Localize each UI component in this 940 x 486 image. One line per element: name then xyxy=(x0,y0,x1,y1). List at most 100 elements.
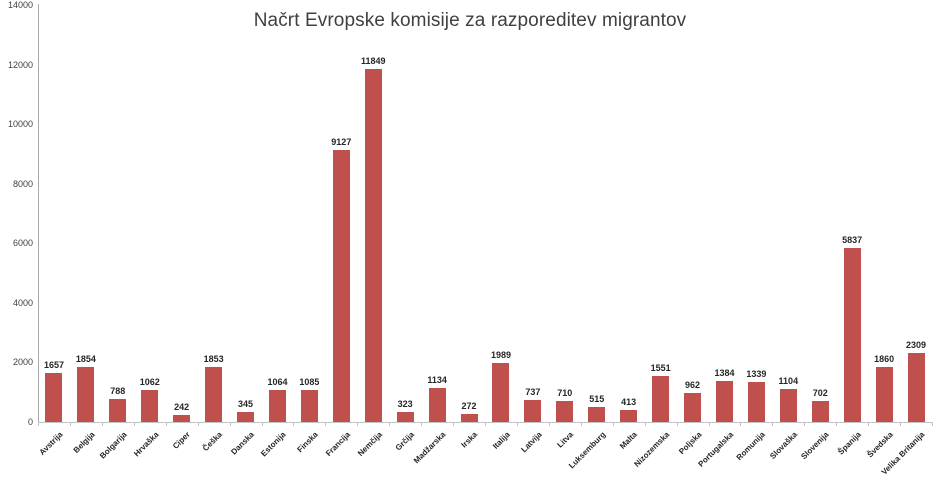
bar-value-label: 1085 xyxy=(299,376,320,387)
x-axis-category-label: Švedska xyxy=(865,430,895,460)
x-axis-category-label: Madžarska xyxy=(412,430,448,466)
bar-value-label: 1989 xyxy=(490,349,511,360)
x-axis-category-label: Ciper xyxy=(171,430,193,451)
bar xyxy=(45,372,63,422)
x-axis-tick-mark xyxy=(548,423,550,426)
bar-value-label: 1134 xyxy=(427,375,447,386)
x-axis-tick-mark xyxy=(389,423,391,426)
bar-value-label: 1062 xyxy=(139,377,160,388)
x-axis-category-label: Bolgarija xyxy=(97,430,129,461)
x-axis-tick-mark xyxy=(101,423,103,426)
bar-value-label: 345 xyxy=(238,398,254,409)
bar xyxy=(652,375,670,422)
bar xyxy=(779,389,797,422)
bar xyxy=(684,393,702,422)
x-axis-tick-mark xyxy=(165,423,167,426)
bar xyxy=(747,382,765,422)
x-axis-category-label: Estonija xyxy=(259,430,288,459)
bar xyxy=(109,398,127,422)
bar-value-label: 702 xyxy=(812,388,828,399)
x-axis-category-label: Belgija xyxy=(71,430,97,455)
x-axis-tick-mark xyxy=(293,423,295,426)
bar-value-label: 1384 xyxy=(714,367,735,378)
bar xyxy=(492,362,510,422)
x-axis-tick-mark xyxy=(644,423,646,426)
x-axis-category-label: Malta xyxy=(618,430,640,451)
x-axis-category-label: Poljska xyxy=(676,430,703,457)
bar-value-label: 1104 xyxy=(778,376,799,387)
x-axis-category-label: Češka xyxy=(200,430,224,454)
bar-value-label: 2309 xyxy=(906,340,927,351)
y-axis-tick-label: 12000 xyxy=(7,59,33,70)
bar xyxy=(524,400,542,422)
x-axis-tick-mark xyxy=(932,423,933,426)
x-axis-category-label: Litva xyxy=(555,430,576,450)
bar-value-label: 1551 xyxy=(650,362,671,373)
chart-title: Načrt Evropske komisije za razporeditev … xyxy=(253,10,687,31)
bar-value-label: 962 xyxy=(685,380,701,391)
y-axis-line xyxy=(38,4,39,423)
x-axis-tick-mark xyxy=(900,423,902,426)
x-axis-tick-mark xyxy=(836,423,838,426)
bar-value-label: 737 xyxy=(525,387,541,398)
x-axis-category-label: Finska xyxy=(295,430,320,455)
bar xyxy=(77,366,95,422)
x-axis-tick-mark xyxy=(229,423,231,426)
bar xyxy=(268,390,286,422)
x-axis-tick-mark xyxy=(868,423,870,426)
bar-value-label: 515 xyxy=(589,393,605,404)
bar xyxy=(141,390,159,422)
x-axis-category-label: Grčija xyxy=(393,430,416,453)
bar xyxy=(332,150,350,422)
x-axis-tick-mark xyxy=(261,423,263,426)
x-axis-category-label: Romunija xyxy=(734,430,767,463)
bar xyxy=(620,409,638,422)
bar-value-label: 272 xyxy=(461,400,477,411)
x-axis-category-label: Irska xyxy=(459,430,480,450)
bar xyxy=(811,401,829,422)
x-axis-category-label: Španija xyxy=(836,430,863,457)
x-axis-category-label: Slovenija xyxy=(799,430,831,462)
y-axis-tick-label: 6000 xyxy=(12,238,33,249)
bar-value-label: 242 xyxy=(174,401,190,412)
x-axis-tick-mark xyxy=(421,423,423,426)
bar xyxy=(588,406,606,422)
bar-value-label: 1854 xyxy=(75,353,96,364)
y-axis-labels: 0 2000 4000 6000 8000 10000 12000 14000 xyxy=(0,0,33,486)
bar-value-label: 323 xyxy=(397,399,413,410)
x-axis-category-label: Nemčija xyxy=(355,430,384,459)
x-axis-tick-mark xyxy=(516,423,518,426)
bar xyxy=(715,380,733,422)
bar xyxy=(556,400,574,422)
bar xyxy=(396,412,414,422)
bar-value-label: 1339 xyxy=(746,369,767,380)
bar-value-label: 11849 xyxy=(360,56,386,67)
y-axis-tick-label: 4000 xyxy=(12,297,33,308)
bar-value-label: 710 xyxy=(557,387,573,398)
x-axis-tick-mark xyxy=(772,423,774,426)
y-axis-tick-label: 8000 xyxy=(12,178,33,189)
x-axis-tick-mark xyxy=(804,423,806,426)
bar xyxy=(173,414,191,422)
x-axis-category-label: Slovaška xyxy=(767,430,799,461)
bar-value-label: 5837 xyxy=(842,235,863,246)
y-axis-tick-label: 0 xyxy=(27,417,33,427)
x-axis-tick-mark xyxy=(325,423,327,426)
bar-value-label: 788 xyxy=(110,385,126,396)
bar xyxy=(364,69,382,422)
x-axis-category-label: Hrvaška xyxy=(131,430,161,459)
bar-value-label: 1064 xyxy=(267,377,288,388)
x-axis-tick-mark xyxy=(133,423,135,426)
bar xyxy=(843,248,861,422)
x-axis-category-label: Italija xyxy=(490,430,512,451)
x-axis-tick-mark xyxy=(612,423,614,426)
x-axis-tick-mark xyxy=(708,423,710,426)
bar xyxy=(428,388,446,422)
bar xyxy=(460,413,478,422)
y-axis-tick-label: 10000 xyxy=(7,119,33,130)
y-axis-tick-label: 2000 xyxy=(12,357,33,368)
bar-value-label: 1853 xyxy=(203,353,224,364)
bar xyxy=(205,366,223,422)
y-axis-tick-label: 14000 xyxy=(7,0,33,10)
x-axis-tick-mark xyxy=(357,423,359,426)
